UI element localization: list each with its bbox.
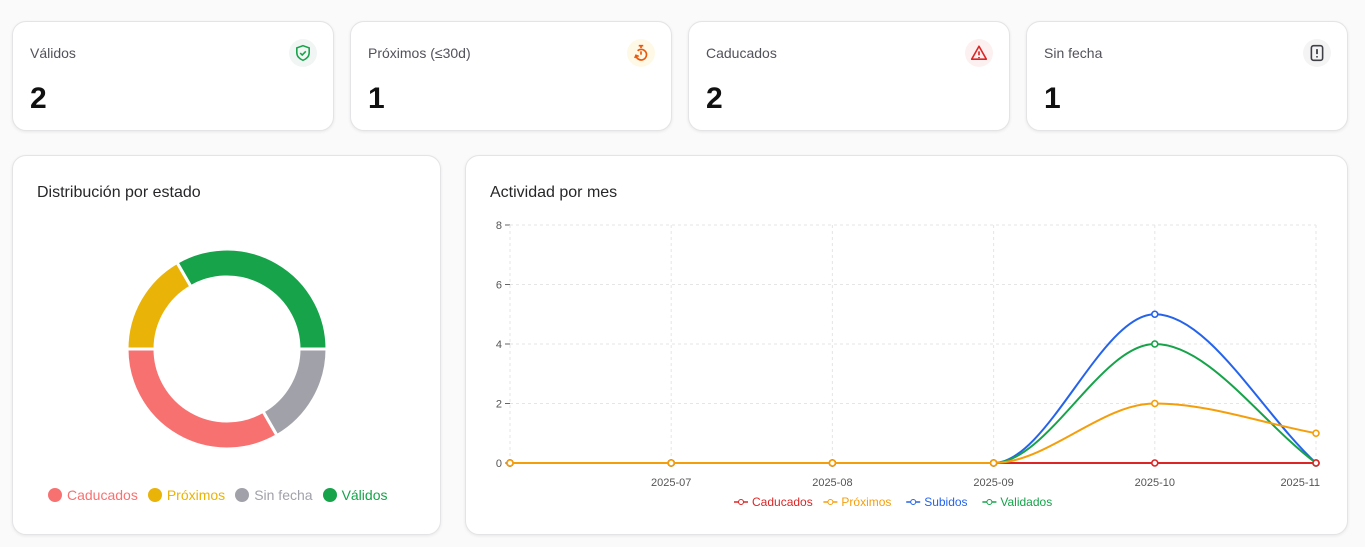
timer-icon xyxy=(627,39,655,67)
stat-card-2: Caducados 2 xyxy=(688,21,1010,131)
series-line xyxy=(509,402,1317,465)
y-tick-label: 2 xyxy=(496,399,502,411)
donut-slice-válidos[interactable] xyxy=(174,247,329,351)
shield-check-icon xyxy=(289,39,317,67)
data-point[interactable] xyxy=(1150,459,1159,467)
file-alert-icon xyxy=(1303,39,1331,67)
stat-value: 2 xyxy=(706,82,723,115)
data-point[interactable] xyxy=(989,459,998,467)
series-subidos xyxy=(506,310,1320,467)
data-point[interactable] xyxy=(506,459,514,467)
data-point[interactable] xyxy=(1150,399,1159,408)
line-title: Actividad por mes xyxy=(490,184,618,201)
donut-legend: Caducados Próximos Sin fecha Válidos xyxy=(48,487,387,503)
legend-label: Válidos xyxy=(341,487,388,503)
y-tick-label: 8 xyxy=(496,220,502,232)
data-point[interactable] xyxy=(1312,459,1320,467)
donut-title: Distribución por estado xyxy=(37,184,201,201)
x-tick-label: 2025-11 xyxy=(1280,477,1320,489)
y-tick-label: 4 xyxy=(496,339,502,351)
y-tick-label: 0 xyxy=(496,458,502,470)
legend-swatch xyxy=(235,488,250,502)
x-tick-label: 2025-10 xyxy=(1135,477,1175,489)
donut-slice-caducados[interactable] xyxy=(125,347,280,451)
legend-swatch xyxy=(147,488,162,502)
stat-value: 2 xyxy=(30,82,47,115)
legend-marker xyxy=(738,499,744,505)
stat-label: Caducados xyxy=(706,45,777,61)
donut-slice-sin-fecha[interactable] xyxy=(260,347,329,438)
x-tick-label: 2025-09 xyxy=(973,477,1013,489)
legend-item[interactable]: Validados xyxy=(982,495,1052,509)
data-point[interactable] xyxy=(828,459,837,467)
legend-label: Caducados xyxy=(752,495,813,509)
legend-label: Próximos xyxy=(841,495,891,509)
data-point[interactable] xyxy=(1150,340,1159,348)
legend-label: Próximos xyxy=(166,487,226,503)
line-panel: Actividad por mes 0 2 4 6 8 2025-07 2025-08 202… xyxy=(465,155,1348,535)
legend-swatch xyxy=(48,488,62,502)
legend-marker xyxy=(827,499,834,505)
stat-value: 1 xyxy=(1044,82,1061,115)
line-chart: 0 2 4 6 8 2025-07 2025-08 2025-09 2025-10 2025-11… xyxy=(496,220,1320,509)
legend-label: Subidos xyxy=(924,495,967,509)
legend-marker xyxy=(910,499,917,505)
x-tick-label: 2025-08 xyxy=(812,477,852,489)
legend-item[interactable]: Caducados xyxy=(734,495,813,509)
stat-label: Sin fecha xyxy=(1044,45,1103,61)
legend-item[interactable]: Válidos xyxy=(322,487,388,503)
stat-value: 1 xyxy=(368,82,385,115)
legend-item[interactable]: Sin fecha xyxy=(235,487,313,503)
legend-item[interactable]: Próximos xyxy=(147,487,226,503)
x-tick-label: 2025-07 xyxy=(651,477,691,489)
donut-slice-próximos[interactable] xyxy=(125,260,194,351)
alert-triangle-icon xyxy=(965,39,993,67)
stat-label: Próximos (≤30d) xyxy=(368,45,471,61)
legend-label: Validados xyxy=(1000,495,1052,509)
stat-card-3: Sin fecha 1 xyxy=(1026,21,1348,131)
donut-panel: Distribución por estado Caducados Próximo… xyxy=(12,155,441,535)
stat-card-1: Próximos (≤30d) 1 xyxy=(350,21,672,131)
data-point[interactable] xyxy=(1150,310,1159,319)
donut-chart xyxy=(125,247,329,451)
legend-item[interactable]: Caducados xyxy=(48,487,138,503)
legend-item[interactable]: Próximos xyxy=(823,495,891,509)
legend-item[interactable]: Subidos xyxy=(906,495,968,509)
series-line xyxy=(509,313,1317,465)
stat-label: Válidos xyxy=(30,45,76,61)
series-próximos xyxy=(506,399,1320,467)
y-tick-label: 6 xyxy=(496,280,502,292)
data-point[interactable] xyxy=(1312,429,1320,438)
data-point[interactable] xyxy=(667,459,675,467)
legend-label: Sin fecha xyxy=(254,487,313,503)
legend-label: Caducados xyxy=(67,487,138,503)
legend-swatch xyxy=(322,488,337,502)
legend-marker xyxy=(986,499,993,505)
stat-card-0: Válidos 2 xyxy=(12,21,334,131)
